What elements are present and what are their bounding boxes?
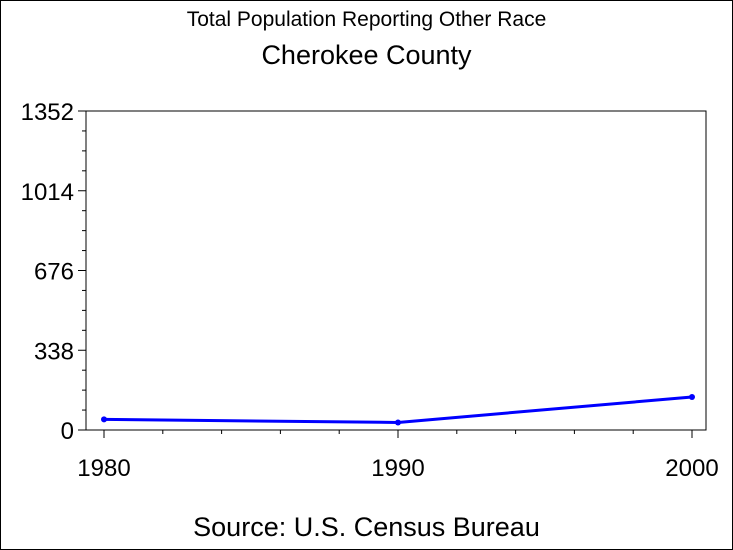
- y-tick-label: 1352: [21, 99, 74, 126]
- y-tick-label: 1014: [21, 179, 74, 206]
- data-point: [689, 393, 695, 400]
- x-tick-label: 2000: [665, 455, 718, 482]
- chart-subtitle: Cherokee County: [261, 40, 472, 70]
- series-line: [103, 395, 693, 424]
- chart-title: Total Population Reporting Other Race: [186, 8, 547, 31]
- x-tick-label: 1990: [371, 455, 424, 482]
- x-axis: 1980 1990 2000: [77, 430, 719, 482]
- y-tick-label: 338: [34, 338, 74, 365]
- chart-source: Source: U.S. Census Bureau: [193, 512, 540, 542]
- x-tick-label: 1980: [77, 455, 130, 482]
- y-tick-label: 0: [61, 418, 74, 445]
- y-tick-label: 676: [34, 259, 74, 286]
- data-point: [101, 416, 107, 423]
- y-axis: 0 338 676 1014 1352: [21, 99, 86, 445]
- series-layer: [101, 393, 695, 426]
- plot-area: [85, 110, 707, 431]
- data-point: [395, 419, 401, 426]
